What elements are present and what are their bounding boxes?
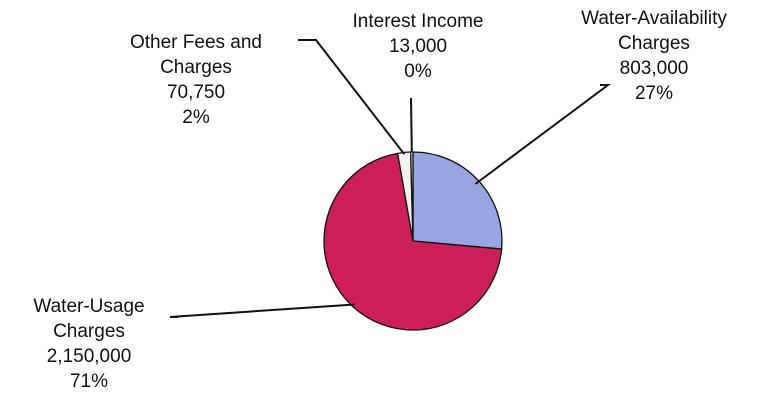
pie-slices <box>323 151 503 331</box>
slice-water-availability <box>412 151 503 250</box>
leader-interest-income <box>410 97 413 153</box>
slice-interest-income <box>409 151 414 242</box>
label-interest-income-line1: Interest Income <box>352 11 484 32</box>
label-interest-income-percent: 0% <box>404 61 432 82</box>
label-water-availability: Water-Availability Charges 803,000 27% <box>548 6 760 106</box>
label-water-availability-value: 803,000 <box>619 58 689 79</box>
label-other-fees-line2: Charges <box>160 57 232 78</box>
label-water-usage-value: 2,150,000 <box>46 346 132 367</box>
leader-other-fees <box>298 39 406 155</box>
label-water-usage-percent: 71% <box>69 371 109 392</box>
label-water-availability-line2: Charges <box>618 33 690 54</box>
leader-lines <box>169 39 612 318</box>
leader-water-availability <box>474 84 612 185</box>
label-interest-income: Interest Income 13,000 0% <box>318 9 518 84</box>
label-water-availability-percent: 27% <box>634 83 674 104</box>
label-water-usage-line2: Charges <box>53 321 125 342</box>
label-water-usage: Water-Usage Charges 2,150,000 71% <box>0 294 178 394</box>
label-water-availability-line1: Water-Availability <box>581 8 727 29</box>
slice-water-usage <box>323 152 503 331</box>
label-water-usage-line1: Water-Usage <box>33 296 145 317</box>
label-other-fees: Other Fees and Charges 70,750 2% <box>96 30 296 130</box>
label-interest-income-value: 13,000 <box>388 36 448 57</box>
label-other-fees-percent: 2% <box>182 107 210 128</box>
label-other-fees-value: 70,750 <box>166 82 226 103</box>
label-other-fees-line1: Other Fees and <box>129 32 263 53</box>
leader-water-usage <box>169 303 355 318</box>
